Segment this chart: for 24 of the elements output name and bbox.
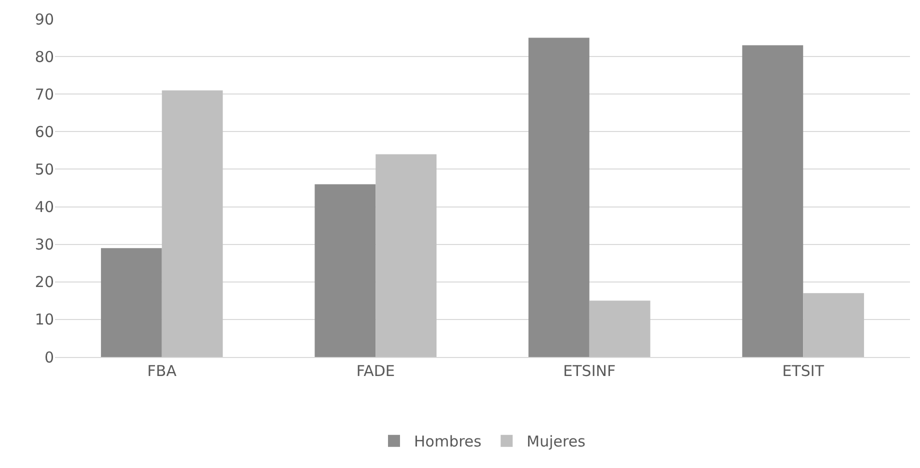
y-tick-label: 30: [34, 236, 54, 254]
x-tick-label: ETSINF: [563, 362, 616, 380]
x-tick-label: FBA: [147, 362, 178, 380]
y-tick-label: 40: [34, 198, 54, 216]
y-tick-label: 60: [34, 122, 54, 141]
bar: [314, 184, 376, 357]
y-tick-label: 70: [34, 85, 54, 104]
bar: [100, 248, 162, 357]
bar: [742, 45, 804, 357]
legend-label: Mujeres: [526, 432, 586, 451]
bar: [376, 154, 437, 357]
y-tick-label: 20: [34, 273, 54, 292]
y-tick-label: 10: [34, 310, 54, 329]
y-tick-label: 0: [44, 348, 54, 366]
legend-label: Hombres: [414, 432, 482, 451]
bar: [803, 293, 864, 357]
bar: [589, 300, 650, 357]
x-tick-label: FADE: [356, 362, 395, 380]
bar: [162, 90, 223, 357]
bar: [528, 38, 590, 357]
y-tick-label: 90: [34, 10, 54, 28]
y-tick-label: 50: [34, 160, 54, 178]
y-tick-label: 80: [34, 48, 54, 66]
x-tick-label: ETSIT: [782, 362, 825, 380]
